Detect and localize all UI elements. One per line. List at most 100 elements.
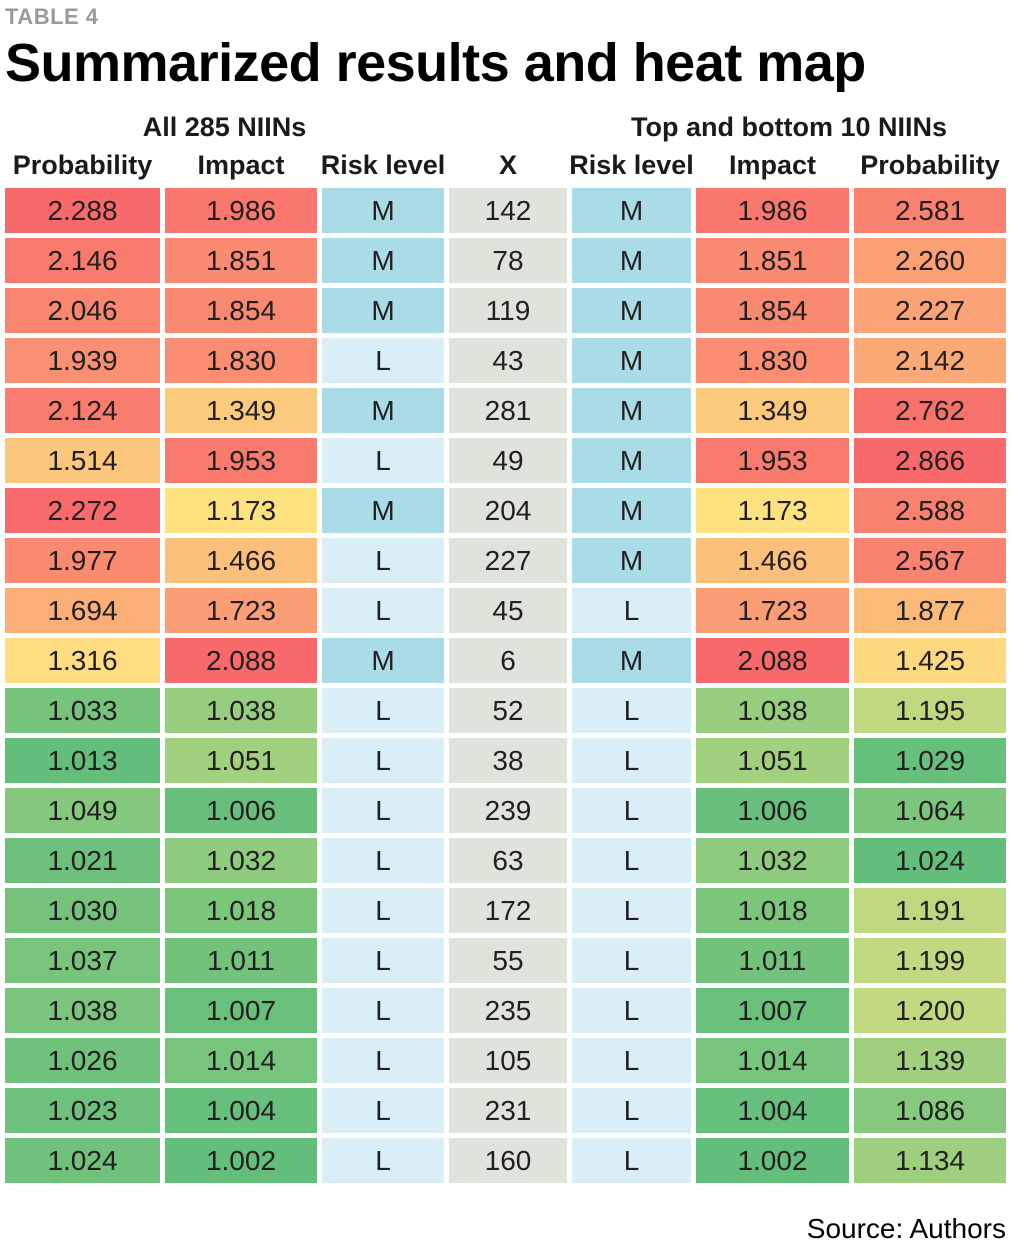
col-header-risk-level-all: Risk level xyxy=(320,150,446,180)
cell-risk-level-all-r12: L xyxy=(322,738,444,783)
cell-probability-top-r1: 2.581 xyxy=(854,188,1006,233)
cell-impact-all-r7: 1.173 xyxy=(165,488,317,533)
cell-probability-all-r5: 2.124 xyxy=(5,388,160,433)
cell-probability-all-r10: 1.316 xyxy=(5,638,160,683)
cell-impact-all-r19: 1.004 xyxy=(165,1088,317,1133)
cell-x-index-r20: 160 xyxy=(449,1138,567,1183)
cell-risk-level-top-r9: L xyxy=(572,588,691,633)
cell-impact-all-r15: 1.018 xyxy=(165,888,317,933)
cell-x-index-r12: 38 xyxy=(449,738,567,783)
cell-impact-top-r14: 1.032 xyxy=(696,838,849,883)
cell-probability-all-r3: 2.046 xyxy=(5,288,160,333)
cell-probability-top-r6: 2.866 xyxy=(854,438,1006,483)
cell-x-index-r15: 172 xyxy=(449,888,567,933)
table-label: TABLE 4 xyxy=(5,4,99,29)
cell-x-index-r14: 63 xyxy=(449,838,567,883)
cell-probability-top-r17: 1.200 xyxy=(854,988,1006,1033)
cell-impact-top-r8: 1.466 xyxy=(696,538,849,583)
cell-impact-top-r9: 1.723 xyxy=(696,588,849,633)
col-header-probability-all: Probability xyxy=(12,150,153,180)
cell-impact-all-r8: 1.466 xyxy=(165,538,317,583)
cell-risk-level-top-r3: M xyxy=(572,288,691,333)
cell-risk-level-top-r4: M xyxy=(572,338,691,383)
cell-impact-all-r13: 1.006 xyxy=(165,788,317,833)
cell-probability-all-r12: 1.013 xyxy=(5,738,160,783)
cell-risk-level-top-r17: L xyxy=(572,988,691,1033)
col-header-risk-level-top: Risk level xyxy=(569,150,694,180)
cell-risk-level-top-r20: L xyxy=(572,1138,691,1183)
cell-impact-all-r11: 1.038 xyxy=(165,688,317,733)
cell-risk-level-top-r14: L xyxy=(572,838,691,883)
heatmap-table: All 285 NIINs Top and bottom 10 NIINs Pr… xyxy=(5,112,1006,1183)
cell-risk-level-all-r11: L xyxy=(322,688,444,733)
col-header-probability-top: Probability xyxy=(860,150,1000,180)
cell-x-index-r19: 231 xyxy=(449,1088,567,1133)
cell-risk-level-all-r2: M xyxy=(322,238,444,283)
cell-x-index-r18: 105 xyxy=(449,1038,567,1083)
cell-x-index-r6: 49 xyxy=(449,438,567,483)
cell-impact-top-r4: 1.830 xyxy=(696,338,849,383)
cell-probability-top-r11: 1.195 xyxy=(854,688,1006,733)
cell-probability-all-r20: 1.024 xyxy=(5,1138,160,1183)
cell-x-index-r1: 142 xyxy=(449,188,567,233)
cell-x-index-r8: 227 xyxy=(449,538,567,583)
cell-probability-top-r15: 1.191 xyxy=(854,888,1006,933)
cell-impact-top-r18: 1.014 xyxy=(696,1038,849,1083)
cell-risk-level-top-r10: M xyxy=(572,638,691,683)
cell-probability-top-r9: 1.877 xyxy=(854,588,1006,633)
cell-probability-top-r4: 2.142 xyxy=(854,338,1006,383)
cell-risk-level-all-r13: L xyxy=(322,788,444,833)
cell-probability-all-r13: 1.049 xyxy=(5,788,160,833)
cell-impact-top-r16: 1.011 xyxy=(696,938,849,983)
cell-risk-level-all-r5: M xyxy=(322,388,444,433)
cell-x-index-r13: 239 xyxy=(449,788,567,833)
cell-impact-all-r9: 1.723 xyxy=(165,588,317,633)
cell-impact-top-r3: 1.854 xyxy=(696,288,849,333)
cell-risk-level-all-r4: L xyxy=(322,338,444,383)
cell-risk-level-top-r6: M xyxy=(572,438,691,483)
cell-probability-all-r6: 1.514 xyxy=(5,438,160,483)
cell-probability-top-r3: 2.227 xyxy=(854,288,1006,333)
cell-x-index-r16: 55 xyxy=(449,938,567,983)
group-header-all-niins: All 285 NIINs xyxy=(142,112,307,142)
cell-impact-all-r10: 2.088 xyxy=(165,638,317,683)
cell-x-index-r5: 281 xyxy=(449,388,567,433)
cell-impact-top-r10: 2.088 xyxy=(696,638,849,683)
cell-probability-top-r12: 1.029 xyxy=(854,738,1006,783)
cell-risk-level-top-r8: M xyxy=(572,538,691,583)
cell-probability-all-r9: 1.694 xyxy=(5,588,160,633)
cell-impact-all-r12: 1.051 xyxy=(165,738,317,783)
cell-x-index-r10: 6 xyxy=(449,638,567,683)
col-header-x: X xyxy=(498,150,517,180)
cell-impact-top-r1: 1.986 xyxy=(696,188,849,233)
source-note: Source: Authors xyxy=(806,1213,1006,1244)
cell-risk-level-all-r6: L xyxy=(322,438,444,483)
cell-x-index-r4: 43 xyxy=(449,338,567,383)
page-title: Summarized results and heat map xyxy=(5,33,866,93)
cell-impact-top-r17: 1.007 xyxy=(696,988,849,1033)
col-header-impact-top: Impact xyxy=(728,150,817,180)
cell-risk-level-all-r1: M xyxy=(322,188,444,233)
cell-risk-level-top-r2: M xyxy=(572,238,691,283)
cell-risk-level-all-r15: L xyxy=(322,888,444,933)
cell-probability-all-r2: 2.146 xyxy=(5,238,160,283)
cell-impact-all-r20: 1.002 xyxy=(165,1138,317,1183)
group-header-top-bottom-niins: Top and bottom 10 NIINs xyxy=(631,112,947,142)
cell-impact-top-r15: 1.018 xyxy=(696,888,849,933)
cell-impact-all-r14: 1.032 xyxy=(165,838,317,883)
cell-risk-level-all-r7: M xyxy=(322,488,444,533)
cell-risk-level-top-r13: L xyxy=(572,788,691,833)
cell-impact-all-r3: 1.854 xyxy=(165,288,317,333)
cell-risk-level-all-r18: L xyxy=(322,1038,444,1083)
cell-probability-all-r7: 2.272 xyxy=(5,488,160,533)
cell-probability-all-r11: 1.033 xyxy=(5,688,160,733)
cell-impact-top-r11: 1.038 xyxy=(696,688,849,733)
cell-x-index-r7: 204 xyxy=(449,488,567,533)
cell-probability-top-r2: 2.260 xyxy=(854,238,1006,283)
cell-probability-all-r19: 1.023 xyxy=(5,1088,160,1133)
cell-probability-top-r19: 1.086 xyxy=(854,1088,1006,1133)
col-header-impact-all: Impact xyxy=(197,150,285,180)
cell-risk-level-all-r10: M xyxy=(322,638,444,683)
cell-probability-top-r13: 1.064 xyxy=(854,788,1006,833)
cell-probability-all-r8: 1.977 xyxy=(5,538,160,583)
